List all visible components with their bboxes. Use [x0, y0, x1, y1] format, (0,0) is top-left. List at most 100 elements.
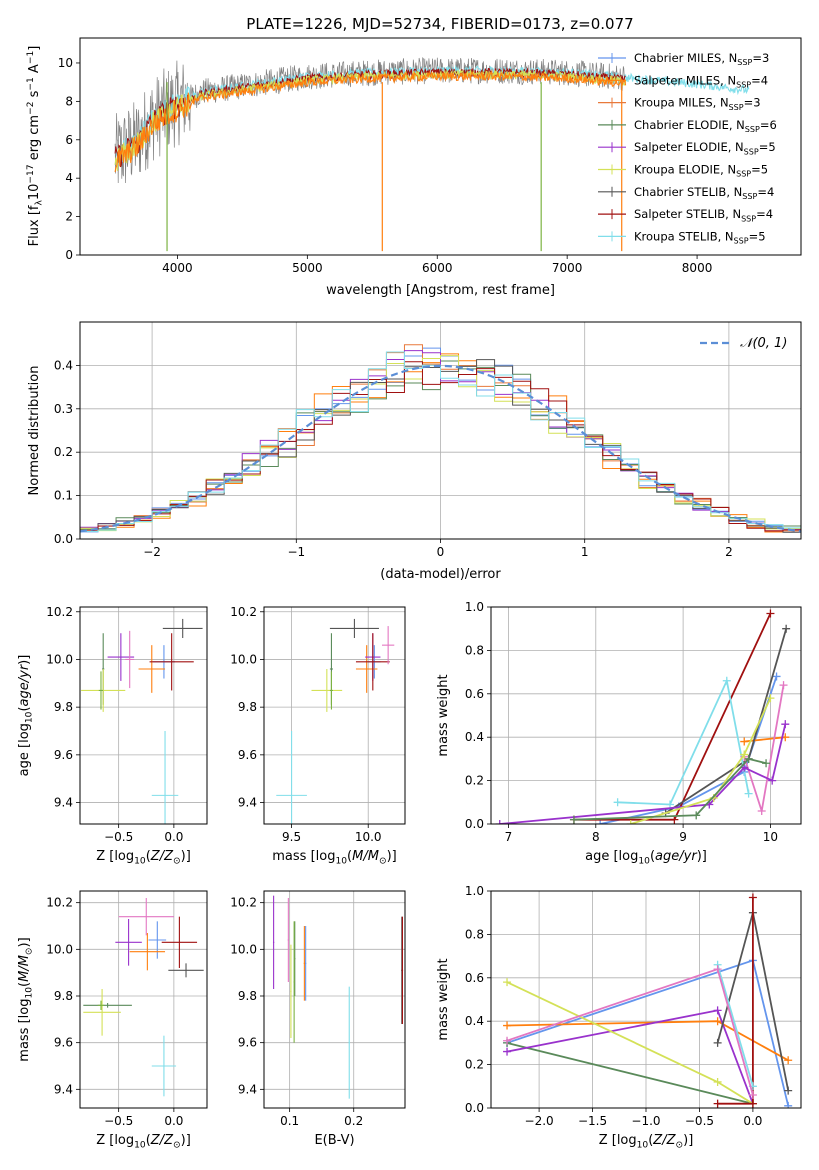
y-tick-label: 10.2	[230, 896, 257, 910]
plot-body	[503, 893, 793, 1108]
plot-body	[272, 895, 404, 1099]
x-tick-label: 0	[437, 545, 445, 559]
x-tick-label: 9.5	[282, 830, 301, 844]
y-axis-label: age [log10(age/yr)]	[17, 655, 35, 777]
y-tick-label: 9.6	[238, 1036, 257, 1050]
x-tick-label: 10.0	[355, 830, 382, 844]
plot-body	[83, 898, 204, 1097]
x-tick-label: −1	[287, 545, 305, 559]
y-tick-label: 0.0	[465, 1101, 484, 1115]
x-axis-label: Z [log10(Z/Z⊙)]	[599, 1133, 694, 1151]
x-tick-label: 0.0	[164, 1114, 183, 1128]
legend-entry: Chabrier MILES, NSSP=3	[634, 51, 769, 67]
y-tick-label: 0.8	[465, 643, 484, 657]
y-tick-label: 0.1	[54, 489, 73, 503]
histogram-series	[80, 359, 801, 537]
axes-frame	[490, 890, 802, 1109]
x-tick-label: 8000	[682, 261, 713, 275]
x-tick-label: 1	[581, 545, 589, 559]
weight-marker	[766, 609, 775, 618]
x-tick-label: 5000	[292, 261, 323, 275]
x-tick-label: −1.0	[631, 1114, 660, 1128]
x-tick-label: −2	[143, 545, 161, 559]
axes-frame	[263, 890, 406, 1109]
x-tick-label: 0.0	[164, 830, 183, 844]
weight-marker	[740, 737, 749, 746]
y-tick-label: 0.4	[465, 730, 484, 744]
plot-age_vs_Z: −0.5 0.0 9.4 9.6 9.8 10.0 10.2 Z [log10(Z/Z⊙)] a…	[17, 605, 208, 867]
y-tick-label: 9.8	[54, 989, 73, 1003]
y-tick-label: 9.4	[238, 1082, 257, 1096]
y-tick-label: 8	[65, 94, 73, 108]
weight-marker	[772, 672, 781, 681]
weight-series	[716, 964, 754, 1087]
model-spectrum	[114, 68, 627, 172]
x-tick-label: 8	[592, 830, 600, 844]
weight-marker	[503, 1021, 512, 1030]
weight-marker	[740, 750, 749, 759]
weight-marker	[713, 1099, 722, 1108]
plot-weight_vs_age: 7 8 9 10 0.0 0.2 0.4 0.6 0.8 1.0 age [log10(age/yr…	[436, 600, 802, 867]
normal-curve	[80, 364, 801, 533]
plot-body	[114, 56, 750, 252]
y-tick-label: 10.0	[230, 942, 257, 956]
y-axis-label: Normed distribution	[27, 366, 42, 496]
y-tick-label: 9.8	[54, 700, 73, 714]
y-tick-label: 1.0	[465, 600, 484, 614]
weight-marker	[626, 820, 635, 824]
x-tick-label: 0.1	[280, 1114, 299, 1128]
axes-frame	[79, 321, 802, 540]
axes-frame	[79, 606, 208, 825]
plot-weight_vs_Z: −2.0 −1.5 −1.0 −0.5 0.0 0.0 0.2 0.4 0.6 0.8 1.0 Z […	[436, 884, 802, 1151]
x-axis-label: age [log10(age/yr)]	[585, 849, 707, 867]
x-axis-label: (data-model)/error	[380, 567, 501, 582]
weight-marker	[666, 800, 675, 809]
y-tick-label: 9.8	[238, 989, 257, 1003]
y-tick-label: 10.2	[230, 605, 257, 619]
y-tick-label: 10	[58, 56, 73, 70]
model-spectrum	[114, 70, 627, 173]
histogram-series	[80, 360, 801, 536]
y-tick-label: 10.2	[46, 605, 73, 619]
axes-frame	[490, 606, 802, 825]
weight-series	[499, 723, 787, 824]
y-tick-label: 9.4	[54, 796, 73, 810]
weight-series	[617, 677, 750, 806]
weight-series	[573, 757, 767, 821]
legend-entry: Kroupa STELIB, NSSP=5	[634, 229, 766, 245]
weight-marker	[713, 1006, 722, 1015]
y-tick-label: 10.0	[230, 652, 257, 666]
x-tick-label: −2.0	[525, 1114, 554, 1128]
x-axis-label: Z [log10(Z/Z⊙)]	[96, 849, 191, 867]
weight-series	[506, 1042, 754, 1105]
weight-series	[506, 967, 754, 1096]
x-tick-label: 4000	[162, 261, 193, 275]
y-tick-label: 0.8	[465, 927, 484, 941]
weight-marker	[766, 694, 775, 703]
axes-frame	[79, 890, 208, 1109]
legend-entry: Kroupa ELODIE, NSSP=5	[634, 163, 768, 179]
weight-marker	[713, 1077, 722, 1086]
weight-marker	[722, 676, 731, 685]
weight-marker	[784, 1086, 793, 1095]
x-tick-label: 0.0	[743, 1114, 762, 1128]
weight-marker	[503, 1047, 512, 1056]
y-tick-label: 0.2	[54, 445, 73, 459]
legend-entry: 𝒩(0, 1)	[740, 336, 787, 351]
plot-body	[276, 618, 395, 824]
weight-marker	[768, 776, 777, 785]
plot-residuals: −2 −1 0 1 2 0.0 0.1 0.2 0.3 0.4 (data-model)/error…	[27, 321, 802, 582]
weight-marker	[781, 720, 790, 729]
axes-frame	[263, 606, 406, 825]
weight-marker	[744, 754, 753, 763]
weight-series	[574, 613, 772, 821]
weight-marker	[713, 1038, 722, 1047]
y-tick-label: 0.6	[465, 687, 484, 701]
weight-marker	[596, 820, 605, 824]
weight-marker	[757, 806, 766, 815]
x-tick-label: −1.5	[578, 1114, 607, 1128]
weight-series	[630, 697, 772, 824]
y-tick-label: 0	[65, 248, 73, 262]
